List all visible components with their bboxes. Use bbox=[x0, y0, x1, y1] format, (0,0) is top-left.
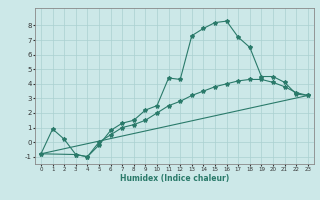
X-axis label: Humidex (Indice chaleur): Humidex (Indice chaleur) bbox=[120, 174, 229, 183]
